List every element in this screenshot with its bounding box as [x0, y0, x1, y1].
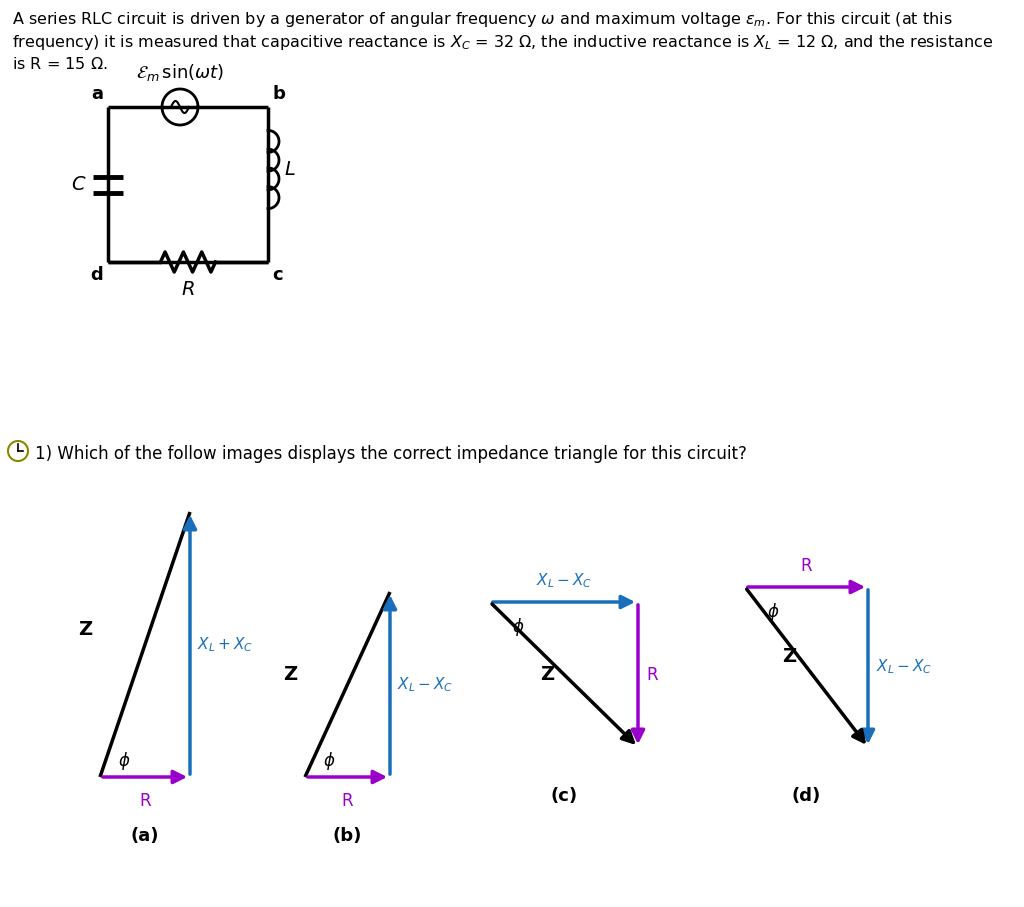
Text: 1) Which of the follow images displays the correct impedance triangle for this c: 1) Which of the follow images displays t… [35, 445, 746, 463]
Text: (b): (b) [333, 827, 362, 845]
Text: frequency) it is measured that capacitive reactance is $X_C$ = 32 $\Omega$, the : frequency) it is measured that capacitiv… [12, 33, 993, 52]
Text: $X_L-X_C$: $X_L-X_C$ [397, 675, 453, 694]
Text: (d): (d) [792, 787, 821, 805]
Text: a: a [91, 85, 103, 103]
Text: Z: Z [283, 665, 297, 684]
Text: C: C [72, 175, 85, 194]
Text: Z: Z [78, 620, 92, 639]
Text: is R = 15 $\Omega$.: is R = 15 $\Omega$. [12, 56, 108, 72]
Text: R: R [139, 792, 151, 810]
Text: R: R [801, 557, 812, 575]
Text: Z: Z [540, 665, 554, 684]
Text: R: R [646, 666, 657, 684]
Text: R: R [342, 792, 353, 810]
Text: $\phi$: $\phi$ [512, 616, 524, 638]
Text: R: R [181, 280, 195, 299]
Text: $\phi$: $\phi$ [767, 601, 779, 623]
Text: d: d [90, 266, 103, 284]
Text: A series RLC circuit is driven by a generator of angular frequency $\omega$ and : A series RLC circuit is driven by a gene… [12, 10, 952, 29]
Text: $X_L-X_C$: $X_L-X_C$ [536, 571, 592, 590]
Text: L: L [284, 160, 295, 179]
Text: $\phi$: $\phi$ [323, 750, 336, 772]
Text: Z: Z [782, 648, 797, 667]
Text: b: b [272, 85, 285, 103]
Text: c: c [272, 266, 283, 284]
Text: $X_L-X_C$: $X_L-X_C$ [876, 658, 932, 677]
Text: (a): (a) [131, 827, 160, 845]
Text: $X_L+X_C$: $X_L+X_C$ [197, 635, 253, 654]
Text: (c): (c) [551, 787, 578, 805]
Text: $\mathcal{E}_m\,\mathrm{sin}(\omega t)$: $\mathcal{E}_m\,\mathrm{sin}(\omega t)$ [136, 62, 224, 83]
Text: $\phi$: $\phi$ [118, 750, 130, 772]
